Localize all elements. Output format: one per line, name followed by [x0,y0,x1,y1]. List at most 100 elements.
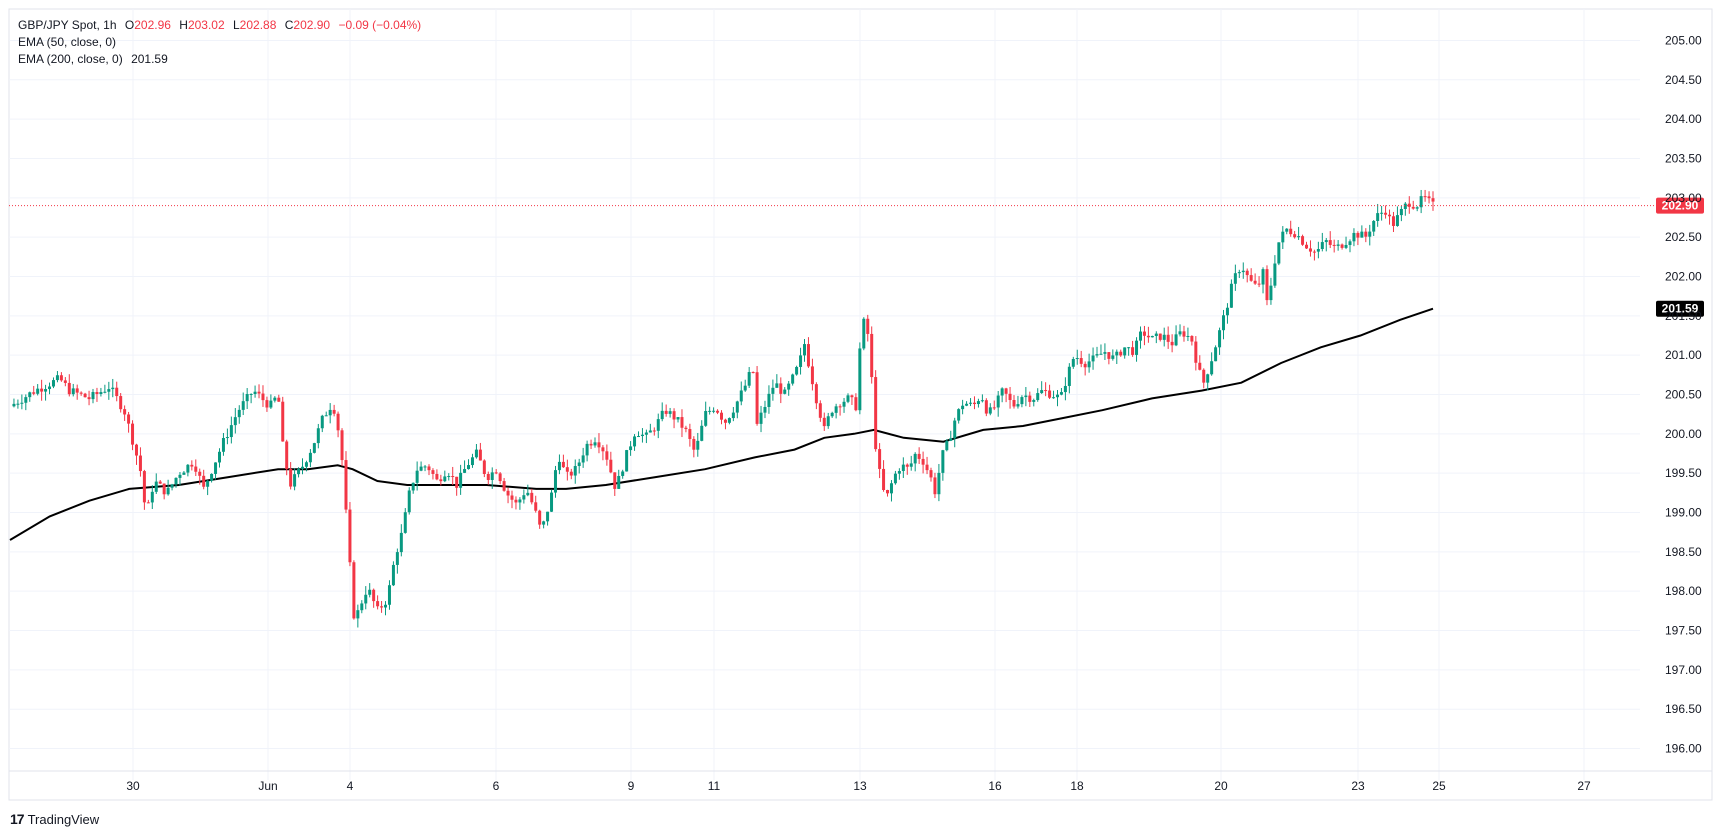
candle [1127,347,1131,356]
candle [40,379,44,401]
candle [818,400,822,422]
candle [51,377,55,389]
candle [316,423,320,449]
candle [858,342,862,415]
candle [486,471,490,485]
candle [443,470,447,483]
candle [565,459,569,481]
candle [28,391,32,402]
candle [996,391,1000,417]
candle [87,390,91,406]
x-tick-label: 9 [628,779,635,793]
candle [95,387,99,402]
candle [775,374,779,388]
candle [712,407,716,414]
candle [546,511,550,526]
candle [791,373,795,386]
x-tick-label: 16 [988,779,1002,793]
candle [550,489,554,512]
candle [158,480,162,484]
candles-layer [12,189,1435,628]
candle [720,410,723,425]
candle [340,428,344,466]
candle [557,454,561,475]
candle [510,490,514,509]
candle [1222,309,1226,340]
candle [937,463,941,502]
candle [530,488,534,505]
candle [1328,231,1332,249]
x-tick-label: 13 [853,779,867,793]
candle [1146,326,1150,343]
candle [984,398,988,417]
candle [36,384,40,396]
candle [162,483,166,500]
candle [190,460,194,471]
candle [1138,326,1142,349]
y-tick-label: 200.50 [1665,388,1702,402]
legend-ema200-row[interactable]: EMA (200, close, 0) 201.59 [18,51,421,68]
candle [822,412,826,431]
candle [514,496,518,510]
candle [988,403,992,416]
candle [360,600,364,614]
last-price-label: 202.90 [1662,199,1699,213]
candle [257,384,261,399]
candle [522,489,526,504]
candle [269,394,273,409]
legend-ema50-row[interactable]: EMA (50, close, 0) [18,34,421,51]
candle [1020,395,1024,408]
candle [980,394,984,403]
candle [917,447,921,464]
candle [1099,344,1103,355]
candle [1427,191,1431,204]
candle [739,381,743,406]
candle [1000,387,1004,403]
candle [830,411,834,418]
legend-open-label: O [124,18,135,32]
candle [1384,205,1388,219]
candle [1356,231,1360,246]
candle [1241,262,1245,279]
candle [1407,196,1411,214]
candle [747,367,751,389]
candle [261,385,265,407]
y-tick-label: 202.50 [1665,230,1702,244]
candle [1182,325,1186,342]
candle [866,314,870,342]
candle [897,468,901,480]
candle [577,458,581,474]
candle [115,381,119,402]
candle [1305,241,1309,250]
candle [451,466,455,486]
candle [601,445,605,461]
candle [301,458,305,475]
candle [1036,388,1040,402]
candle [1229,279,1233,308]
candle [91,388,95,404]
candle [755,366,759,426]
tradingview-brand[interactable]: 17 TradingView [10,811,99,827]
candle [1352,228,1356,247]
y-axis[interactable]: 205.00 204.50 204.00 203.50 203.00 202.50 202.… [1665,33,1702,755]
candle [870,326,874,384]
candle [447,473,451,481]
chart-legend: GBP/JPY Spot, 1h O202.96 H203.02 L202.88… [18,17,421,68]
candle [127,411,131,433]
candle [182,471,186,475]
x-axis[interactable]: 30 Jun 4 6 9 11 13 16 18 20 23 25 27 [9,770,1712,793]
candle [384,601,388,616]
candle [534,495,538,513]
candle [976,398,980,408]
last-price-line-layer: 202.90 201.59 [9,197,1704,317]
candle [605,444,609,466]
candle [103,384,107,394]
candle [826,412,830,429]
candle [482,459,486,478]
candle [352,560,356,620]
candle [735,400,739,419]
candle [297,467,301,478]
candle [1348,239,1352,253]
candle [1344,236,1348,250]
